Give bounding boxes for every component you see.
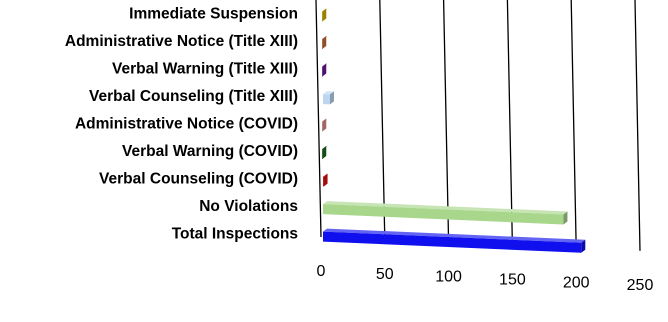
gridline-50 — [379, 0, 386, 240]
gridline-0 — [315, 0, 322, 238]
bar — [322, 8, 327, 22]
bar-end-face — [322, 8, 327, 22]
category-label: Total Inspections — [172, 226, 298, 243]
gridlines — [315, 0, 641, 251]
bar-front-face — [323, 231, 582, 253]
gridline-250 — [634, 0, 641, 251]
category-label: Verbal Warning (COVID) — [122, 143, 298, 160]
x-tick-label: 100 — [435, 269, 462, 286]
category-label: Verbal Warning (Title XIII) — [112, 61, 298, 78]
bars — [322, 8, 586, 253]
bar-end-face — [322, 146, 327, 160]
bar-top-face — [323, 201, 568, 215]
bar — [322, 118, 327, 132]
category-label: Administrative Notice (Title XIII) — [65, 33, 298, 50]
gridline-100 — [442, 0, 450, 243]
category-label: Administrative Notice (COVID) — [75, 116, 298, 133]
bar — [322, 36, 327, 50]
bar — [323, 173, 328, 187]
bar — [323, 228, 586, 253]
bar — [322, 63, 327, 77]
category-labels: Immediate Suspension Administrative Notic… — [65, 6, 298, 243]
bar-front-face — [323, 204, 564, 225]
bar-end-face — [563, 211, 568, 225]
category-label: Immediate Suspension — [129, 6, 298, 23]
x-tick-label: 50 — [376, 266, 394, 283]
category-label: No Violations — [199, 198, 298, 215]
bar-top-face — [323, 91, 334, 95]
gridline-150 — [506, 0, 514, 246]
bar-top-face — [323, 228, 586, 243]
category-label: Verbal Counseling (Title XIII) — [89, 88, 298, 105]
x-tick-label: 150 — [499, 272, 526, 289]
x-tick-label: 200 — [563, 274, 590, 291]
gridline-200 — [570, 0, 577, 249]
x-axis-tick-labels: 0 50 100 150 200 250 — [317, 263, 654, 294]
bar-front-face — [323, 94, 330, 105]
bar-end-face — [322, 36, 327, 50]
x-tick-label: 0 — [317, 263, 326, 280]
bar — [323, 91, 334, 105]
bar-end-face — [329, 91, 334, 105]
bar-top-face — [323, 173, 328, 177]
bar-end-face — [322, 118, 327, 132]
bar — [322, 146, 327, 160]
category-label: Verbal Counseling (COVID) — [99, 171, 298, 188]
bar — [323, 201, 568, 225]
bar-end-face — [322, 63, 327, 77]
x-tick-label: 250 — [627, 277, 654, 294]
bar-front-face — [323, 176, 324, 187]
bar-end-face — [581, 239, 586, 253]
bar-end-face — [323, 173, 328, 187]
